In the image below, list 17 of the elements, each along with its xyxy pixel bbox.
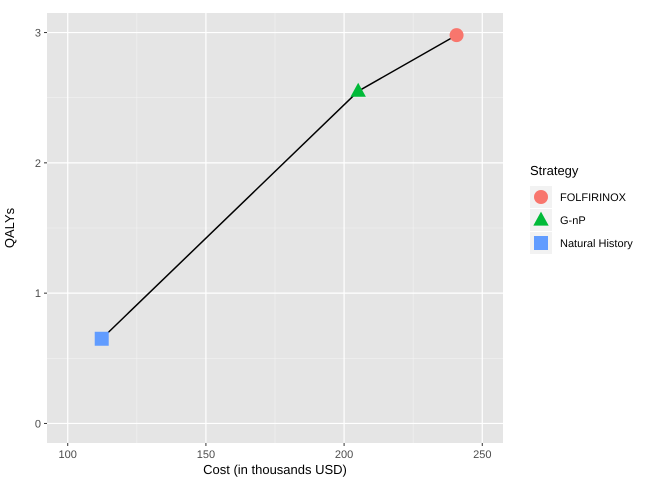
y-tick-label: 2 [34,158,41,170]
x-tick-label: 200 [334,449,354,461]
y-tick-label: 0 [34,418,41,430]
y-tick-label: 3 [34,28,41,40]
legend-label: G-nP [560,215,586,227]
y-axis-title: QALYs [2,207,17,248]
point [450,28,464,42]
point [350,82,366,97]
x-tick-label: 150 [196,449,216,461]
legend-title: Strategy [530,163,579,178]
y-tick-label: 1 [34,288,41,300]
x-tick-label: 100 [58,449,77,461]
legend-label: FOLFIRINOX [560,192,627,204]
point [94,332,109,346]
x-axis-title: Cost (in thousands USD) [203,462,347,477]
legend-label: Natural History [560,238,634,250]
x-tick-label: 250 [473,449,492,461]
